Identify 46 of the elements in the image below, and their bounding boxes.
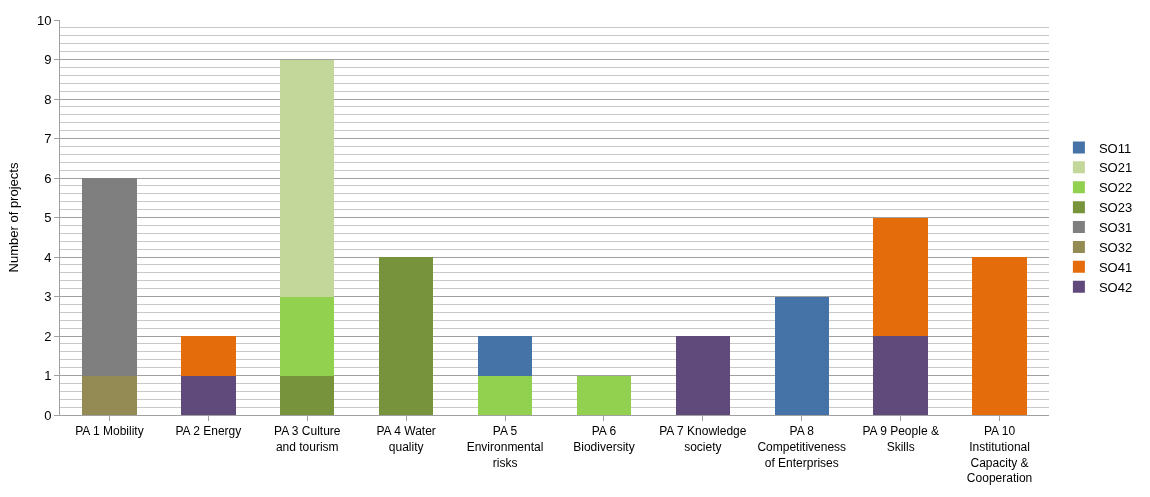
bar [280,59,335,297]
x-tick-label: PA 5 Environmental risks [466,424,544,470]
bar [82,178,137,376]
y-tick-label: 8 [44,91,52,107]
y-tick-label: 10 [36,12,52,28]
bar [378,257,434,415]
bar [280,375,335,415]
x-tick-label: PA 1 Mobility [75,424,144,439]
bar [576,375,632,415]
x-tick-label: PA 9 People & Skills [862,424,939,454]
y-tick-label: 9 [44,52,52,68]
bar [477,336,533,376]
y-tick-label: 4 [44,249,52,265]
bar [82,375,137,415]
legend-label: SO23 [1098,200,1133,216]
y-tick-label: 5 [44,210,52,226]
bar [972,257,1027,415]
x-tick-label: PA 7 Knowledge society [659,424,747,454]
y-tick-label: 1 [44,368,52,384]
x-tick-label: PA 10 Institutional Capacity & Cooperation [966,424,1033,486]
x-tick-label: PA 4 Water quality [376,424,436,454]
bar [774,296,829,415]
y-axis-title: Number of projects [5,162,21,273]
bar [873,336,928,415]
bar [675,336,731,415]
y-tick-label: 3 [44,289,52,305]
x-tick-label: PA 8 Competitiveness of Enterprises [757,424,847,470]
y-tick-label: 7 [44,131,52,147]
legend-label: SO22 [1098,180,1133,196]
bar [181,336,236,376]
x-tick-label: PA 3 Culture and tourism [274,424,341,454]
legend-label: SO41 [1098,259,1133,275]
x-tick-label: PA 6 Biodiversity [573,424,635,454]
bar [477,375,533,415]
x-tick-label: PA 2 Energy [175,424,242,439]
bar [181,375,236,415]
legend-label: SO32 [1098,240,1133,256]
y-tick-label: 0 [44,407,52,423]
y-tick-label: 2 [44,328,52,344]
legend-label: SO31 [1098,220,1133,236]
legend-label: SO11 [1098,140,1132,156]
y-tick-label: 6 [44,170,52,186]
legend-label: SO21 [1098,160,1133,176]
bar [280,296,335,376]
legend-label: SO42 [1098,279,1133,295]
bar [873,217,928,336]
